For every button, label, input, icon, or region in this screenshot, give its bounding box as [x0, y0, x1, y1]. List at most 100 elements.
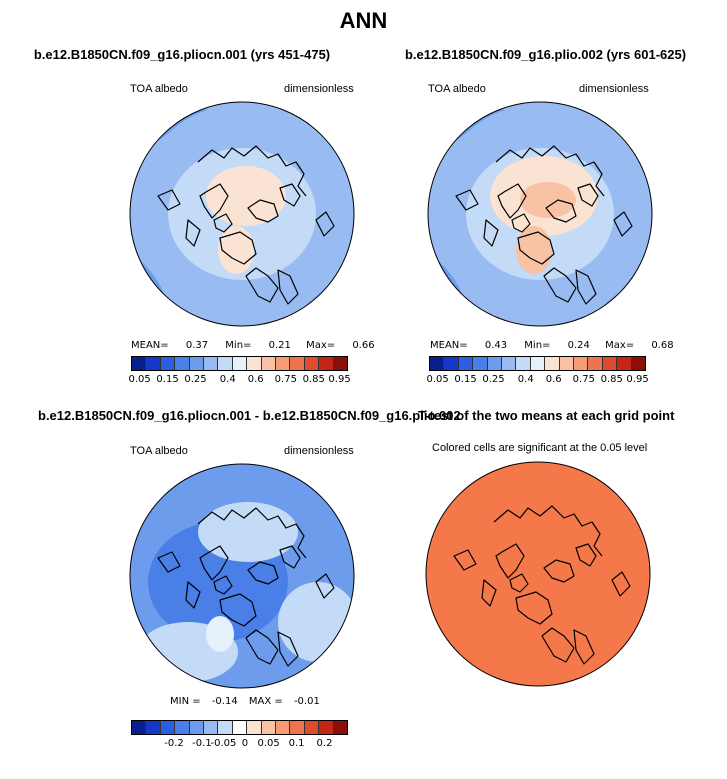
- colorbar-tick-label: 0.95: [626, 374, 649, 385]
- panel1-min-label: Min=: [225, 340, 252, 351]
- colorbar-swatch: [247, 357, 262, 370]
- panel2-colorbar: [429, 356, 646, 371]
- colorbar-swatch: [276, 357, 291, 370]
- colorbar-tick-label: 0.05: [257, 738, 280, 749]
- colorbar-tick-label: 0.05: [426, 374, 449, 385]
- colorbar-swatch: [189, 721, 205, 734]
- panel1-variable: TOA albedo: [130, 83, 188, 95]
- panel3-colorbar-labels: -0.2 -0.1 -0.05 0 0.05 0.1 0.2: [131, 738, 346, 752]
- panel4-title: T-test of the two means at each grid poi…: [418, 408, 675, 423]
- colorbar-swatch: [146, 357, 161, 370]
- panel2-colorbar-labels: 0.05 0.15 0.25 0.4 0.6 0.75 0.85 0.95: [426, 374, 648, 388]
- colorbar-swatch: [559, 357, 575, 370]
- colorbar-swatch: [132, 357, 147, 370]
- panel1-colorbar-labels: 0.05 0.15 0.25 0.4 0.6 0.75 0.85 0.95: [128, 374, 350, 388]
- colorbar-swatch: [160, 721, 176, 734]
- panel2-max-value: 0.68: [651, 340, 674, 351]
- colorbar-swatch: [160, 357, 176, 370]
- colorbar-swatch: [218, 357, 233, 370]
- colorbar-tick-label: 0.05: [128, 374, 151, 385]
- colorbar-swatch: [588, 357, 603, 370]
- panel3-min-value: -0.14: [211, 696, 238, 707]
- colorbar-swatch: [204, 721, 219, 734]
- panel2-mean-value: 0.43: [484, 340, 508, 351]
- panel2-units: dimensionless: [579, 83, 649, 95]
- panel1-colorbar: [131, 356, 348, 371]
- panel1-units: dimensionless: [284, 83, 354, 95]
- colorbar-tick-label: 0.6: [247, 374, 264, 385]
- colorbar-tick-label: 0.25: [482, 374, 505, 385]
- panel2-min-value: 0.24: [567, 340, 590, 351]
- colorbar-tick-label: 0.15: [454, 374, 477, 385]
- colorbar-swatch: [444, 357, 459, 370]
- colorbar-tick-label: 0.85: [302, 374, 325, 385]
- panel3-min-label: MIN =: [170, 696, 201, 707]
- panel2-stats: MEAN= 0.43 Min= 0.24 Max= 0.68: [430, 340, 674, 351]
- colorbar-swatch: [290, 721, 305, 734]
- panel3-max-value: -0.01: [293, 696, 320, 707]
- colorbar-swatch: [602, 357, 618, 370]
- panel3-variable: TOA albedo: [130, 445, 188, 457]
- colorbar-swatch: [574, 357, 589, 370]
- colorbar-swatch: [132, 721, 147, 734]
- panel2-polar-map: [427, 101, 653, 327]
- colorbar-swatch: [631, 357, 646, 370]
- colorbar-tick-label: -0.1: [192, 738, 212, 749]
- colorbar-swatch: [204, 357, 219, 370]
- colorbar-tick-label: 0.75: [274, 374, 297, 385]
- colorbar-swatch: [617, 357, 632, 370]
- colorbar-tick-label: 0.25: [184, 374, 207, 385]
- panel2-min-label: Min=: [524, 340, 551, 351]
- colorbar-swatch: [146, 721, 161, 734]
- panel3-max-label: MAX =: [248, 696, 283, 707]
- colorbar-swatch: [290, 357, 305, 370]
- colorbar-tick-label: 0.2: [316, 738, 333, 749]
- panel2-title: b.e12.B1850CN.f09_g16.plio.002 (yrs 601-…: [404, 47, 687, 62]
- panel1-max-value: 0.66: [352, 340, 375, 351]
- panel2-max-label: Max=: [605, 340, 635, 351]
- colorbar-swatch: [530, 357, 546, 370]
- colorbar-swatch: [516, 357, 531, 370]
- colorbar-swatch: [247, 721, 262, 734]
- colorbar-swatch: [333, 357, 348, 370]
- colorbar-tick-label: -0.2: [164, 738, 184, 749]
- colorbar-swatch: [218, 721, 233, 734]
- colorbar-swatch: [261, 721, 277, 734]
- colorbar-swatch: [189, 357, 205, 370]
- figure-title: ANN: [339, 8, 388, 33]
- panel2-mean-label: MEAN=: [430, 340, 468, 351]
- panel3-title: b.e12.B1850CN.f09_g16.pliocn.001 - b.e12…: [38, 408, 461, 423]
- colorbar-swatch: [458, 357, 474, 370]
- colorbar-tick-label: -0.05: [210, 738, 237, 749]
- colorbar-swatch: [545, 357, 560, 370]
- panel1-mean-value: 0.37: [185, 340, 209, 351]
- colorbar-swatch: [319, 721, 334, 734]
- panel3-stats: MIN = -0.14 MAX = -0.01: [170, 696, 320, 707]
- colorbar-swatch: [175, 357, 190, 370]
- colorbar-swatch: [430, 357, 445, 370]
- colorbar-tick-label: 0.75: [572, 374, 595, 385]
- panel1-title: b.e12.B1850CN.f09_g16.pliocn.001 (yrs 45…: [33, 47, 331, 62]
- colorbar-swatch: [319, 357, 334, 370]
- colorbar-swatch: [232, 721, 248, 734]
- colorbar-swatch: [473, 357, 488, 370]
- colorbar-swatch: [304, 357, 320, 370]
- panel1-min-value: 0.21: [268, 340, 291, 351]
- colorbar-swatch: [487, 357, 503, 370]
- colorbar-tick-label: 0: [241, 738, 249, 749]
- colorbar-tick-label: 0.1: [288, 738, 305, 749]
- panel2-variable: TOA albedo: [428, 83, 486, 95]
- colorbar-tick-label: 0.15: [156, 374, 179, 385]
- colorbar-tick-label: 0.85: [600, 374, 623, 385]
- colorbar-swatch: [502, 357, 517, 370]
- colorbar-swatch: [333, 721, 348, 734]
- panel3-polar-map: [129, 463, 355, 689]
- colorbar-swatch: [276, 721, 291, 734]
- colorbar-swatch: [175, 721, 190, 734]
- panel1-mean-label: MEAN=: [131, 340, 169, 351]
- colorbar-tick-label: 0.6: [545, 374, 562, 385]
- colorbar-swatch: [232, 357, 248, 370]
- panel3-colorbar: [131, 720, 348, 735]
- colorbar-swatch: [304, 721, 320, 734]
- panel3-units: dimensionless: [284, 445, 354, 457]
